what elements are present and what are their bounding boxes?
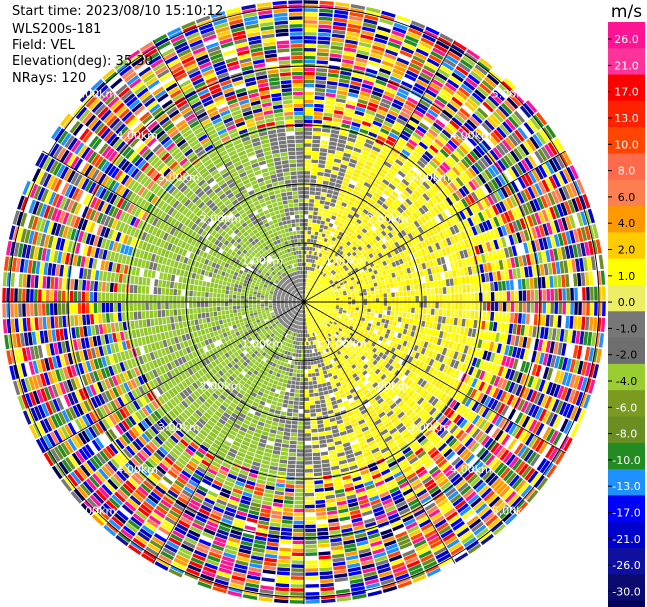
range-ring-label: 2.00km xyxy=(367,213,409,226)
range-ring-label: 5.00km xyxy=(75,505,117,518)
colorbar-swatch xyxy=(608,258,645,286)
colorbar-tick-label: 2.0 xyxy=(618,243,636,256)
range-ring-label: 5.00km xyxy=(492,87,534,100)
colorbar-swatch xyxy=(608,285,645,312)
instrument-label: WLS200s-181 xyxy=(12,22,102,37)
colorbar-swatch xyxy=(608,337,645,365)
range-ring-label: 1.00km xyxy=(241,254,283,267)
colorbar-swatch xyxy=(608,48,645,76)
colorbar-tick-label: 8.0 xyxy=(618,165,636,178)
colorbar-swatch xyxy=(608,74,645,102)
range-ring-label: 3.00km xyxy=(158,171,200,184)
colorbar-tick-label: 26.0 xyxy=(614,33,639,46)
colorbar-tick-label: -1.0 xyxy=(616,322,637,335)
range-ring-label: 1.00km xyxy=(325,338,367,351)
nrays-label: NRays: 120 xyxy=(12,71,87,86)
range-ring-label: 2.00km xyxy=(367,379,409,392)
range-ring-label: 1.00km xyxy=(325,254,367,267)
colorbar-tick-label: -26.0 xyxy=(612,559,640,572)
range-ring-label: 5.00km xyxy=(492,505,534,518)
colorbar-tick-label: 10.0 xyxy=(614,138,639,151)
colorbar-swatch xyxy=(608,442,645,470)
range-ring-label: 2.00km xyxy=(200,379,242,392)
colorbar-tick-label: 21.0 xyxy=(614,59,639,72)
range-ring-label: 4.00km xyxy=(116,129,158,142)
colorbar-tick-label: -21.0 xyxy=(612,533,640,546)
colorbar-tick-label: 13.0 xyxy=(614,112,639,125)
colorbar-tick-label: 0.0 xyxy=(618,296,636,309)
colorbar-swatch xyxy=(608,521,645,549)
colorbar-swatch xyxy=(608,179,645,207)
colorbar-swatch xyxy=(608,22,645,49)
colorbar-tick-label: 4.0 xyxy=(618,217,636,230)
colorbar-tick-label: 6.0 xyxy=(618,191,636,204)
colorbar-swatch xyxy=(608,153,645,181)
colorbar-unit: m/s xyxy=(611,2,642,22)
colorbar-tick-label: -2.0 xyxy=(616,349,637,362)
colorbar-swatch xyxy=(608,574,645,602)
colorbar-tick-label: -30.0 xyxy=(612,585,640,598)
colorbar-swatch xyxy=(608,390,645,417)
colorbar-tick-label: 17.0 xyxy=(614,86,639,99)
range-ring-label: 3.00km xyxy=(158,421,200,434)
range-ring-label: 5.00km xyxy=(75,87,117,100)
colorbar-swatch xyxy=(608,416,645,444)
range-ring-label: 2.00km xyxy=(200,213,242,226)
colorbar-swatch xyxy=(608,495,645,523)
colorbar-swatch xyxy=(608,206,645,233)
colorbar-swatch xyxy=(608,600,645,607)
colorbar-swatch xyxy=(608,311,645,339)
colorbar-swatch xyxy=(608,127,645,154)
elevation-label: Elevation(deg): 35.30 xyxy=(12,54,153,69)
range-ring-label: 3.00km xyxy=(408,421,450,434)
range-ring-label: 1.00km xyxy=(241,338,283,351)
colorbar-tick-label: -13.0 xyxy=(612,480,640,493)
colorbar-swatch xyxy=(608,469,645,496)
range-ring-label: 4.00km xyxy=(116,463,158,476)
start-time-label: Start time: 2023/08/10 15:10:12 xyxy=(12,4,224,19)
colorbar-tick-label: -8.0 xyxy=(616,428,637,441)
colorbar-swatch xyxy=(608,363,645,391)
range-ring-label: 3.00km xyxy=(408,171,450,184)
colorbar-tick-label: -4.0 xyxy=(616,375,637,388)
colorbar-swatch xyxy=(608,548,645,575)
field-label: Field: VEL xyxy=(12,38,75,53)
colorbar-tick-label: -6.0 xyxy=(616,401,637,414)
colorbar-swatch xyxy=(608,232,645,260)
colorbar-tick-label: 1.0 xyxy=(618,270,636,283)
colorbar-tick-label: -17.0 xyxy=(612,506,640,519)
range-ring-label: 4.00km xyxy=(450,463,492,476)
colorbar-tick-label: -10.0 xyxy=(612,454,640,467)
colorbar-swatch xyxy=(608,100,645,128)
range-ring-label: 4.00km xyxy=(450,129,492,142)
